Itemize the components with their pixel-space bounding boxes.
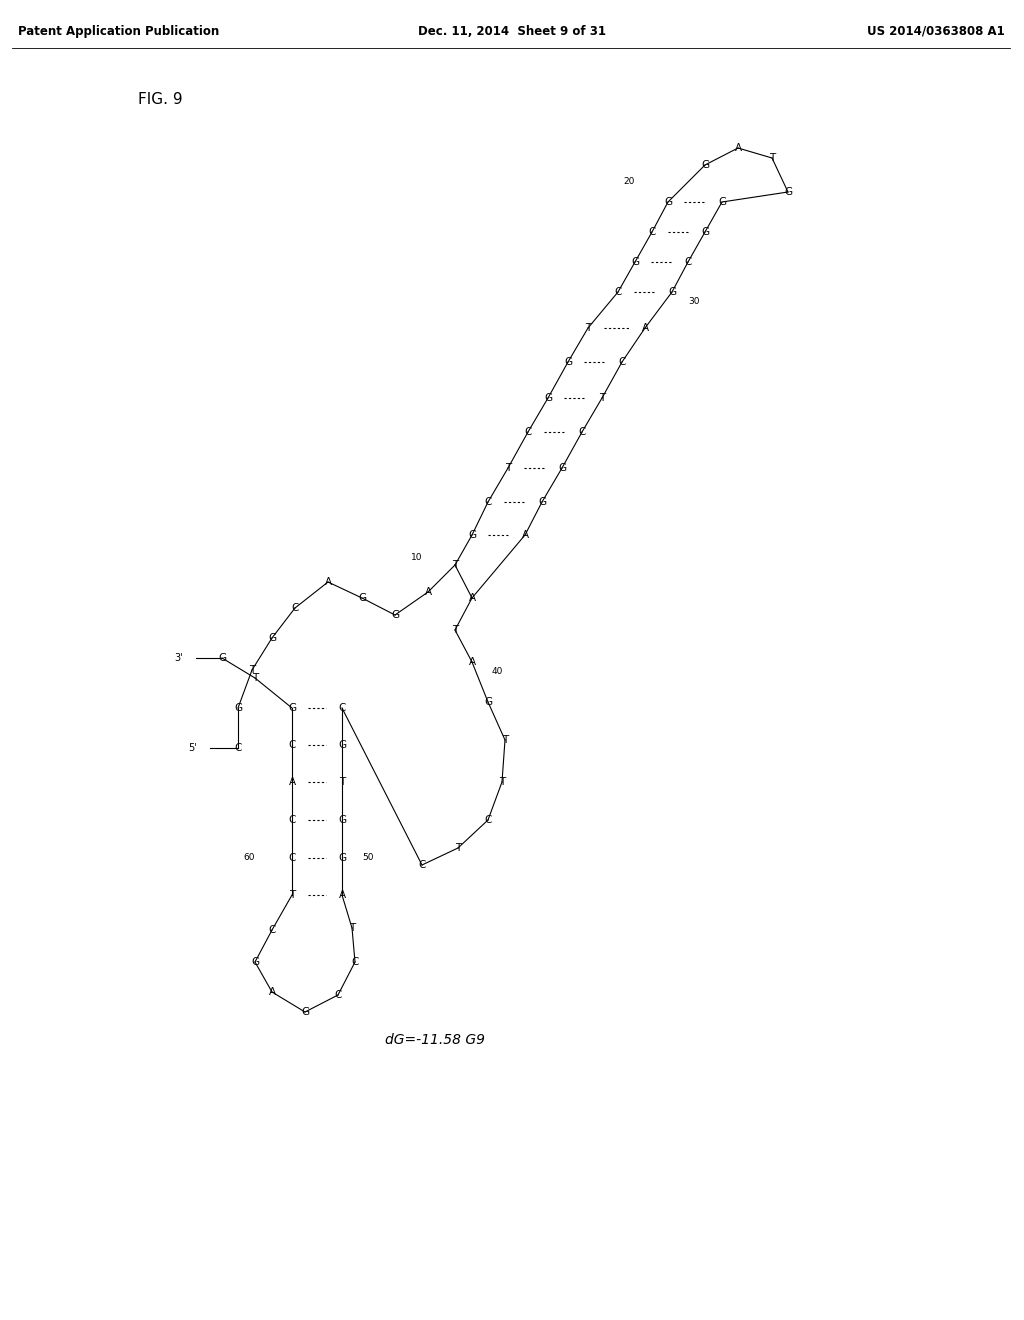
- Text: T: T: [339, 777, 345, 787]
- Text: C: C: [289, 741, 296, 750]
- Text: 50: 50: [362, 854, 374, 862]
- Text: A: A: [325, 577, 332, 587]
- Text: T: T: [505, 463, 511, 473]
- Text: C: C: [289, 853, 296, 863]
- Text: C: C: [614, 286, 622, 297]
- Text: G: G: [338, 741, 346, 750]
- Text: G: G: [538, 498, 546, 507]
- Text: T: T: [769, 153, 775, 162]
- Text: G: G: [288, 704, 296, 713]
- Text: G: G: [784, 187, 792, 197]
- Text: C: C: [648, 227, 655, 238]
- Text: T: T: [252, 673, 258, 682]
- Text: Dec. 11, 2014  Sheet 9 of 31: Dec. 11, 2014 Sheet 9 of 31: [418, 25, 606, 38]
- Text: G: G: [718, 197, 726, 207]
- Text: C: C: [291, 603, 299, 612]
- Text: T: T: [249, 665, 255, 675]
- Text: C: C: [618, 356, 626, 367]
- Text: dG=-11.58 G9: dG=-11.58 G9: [385, 1034, 485, 1047]
- Text: C: C: [484, 814, 492, 825]
- Text: G: G: [233, 704, 242, 713]
- Text: C: C: [684, 257, 691, 267]
- Text: C: C: [419, 861, 426, 870]
- Text: US 2014/0363808 A1: US 2014/0363808 A1: [867, 25, 1005, 38]
- Text: G: G: [251, 957, 259, 968]
- Text: T: T: [452, 560, 458, 570]
- Text: T: T: [455, 843, 461, 853]
- Text: FIG. 9: FIG. 9: [138, 92, 182, 107]
- Text: C: C: [579, 426, 586, 437]
- Text: G: G: [338, 853, 346, 863]
- Text: 10: 10: [411, 553, 422, 562]
- Text: 20: 20: [624, 177, 635, 186]
- Text: A: A: [641, 323, 648, 333]
- Text: 5': 5': [188, 743, 197, 752]
- Text: C: C: [268, 925, 275, 935]
- Text: G: G: [558, 463, 566, 473]
- Text: C: C: [338, 704, 346, 713]
- Text: C: C: [351, 957, 358, 968]
- Text: A: A: [424, 587, 431, 597]
- Text: T: T: [289, 890, 295, 900]
- Text: A: A: [339, 890, 345, 900]
- Text: G: G: [564, 356, 572, 367]
- Text: G: G: [391, 610, 399, 620]
- Text: 30: 30: [688, 297, 699, 306]
- Text: G: G: [668, 286, 676, 297]
- Text: T: T: [599, 393, 605, 403]
- Text: G: G: [301, 1007, 309, 1016]
- Text: G: G: [484, 697, 493, 708]
- Text: G: G: [358, 593, 366, 603]
- Text: C: C: [484, 498, 492, 507]
- Text: C: C: [524, 426, 531, 437]
- Text: A: A: [468, 657, 475, 667]
- Text: G: G: [338, 814, 346, 825]
- Text: T: T: [502, 735, 508, 744]
- Text: Patent Application Publication: Patent Application Publication: [18, 25, 219, 38]
- Text: G: G: [631, 257, 639, 267]
- Text: A: A: [734, 143, 741, 153]
- Text: A: A: [468, 593, 475, 603]
- Text: G: G: [268, 634, 276, 643]
- Text: T: T: [452, 624, 458, 635]
- Text: T: T: [499, 777, 505, 787]
- Text: C: C: [334, 990, 342, 1001]
- Text: C: C: [234, 743, 242, 752]
- Text: A: A: [521, 531, 528, 540]
- Text: 3': 3': [174, 653, 183, 663]
- Text: 60: 60: [244, 854, 255, 862]
- Text: G: G: [664, 197, 672, 207]
- Text: G: G: [468, 531, 476, 540]
- Text: G: G: [544, 393, 552, 403]
- Text: T: T: [585, 323, 591, 333]
- Text: G: G: [701, 227, 709, 238]
- Text: A: A: [268, 987, 275, 997]
- Text: G: G: [701, 160, 709, 170]
- Text: 40: 40: [492, 668, 504, 676]
- Text: G: G: [218, 653, 226, 663]
- Text: T: T: [349, 923, 355, 933]
- Text: C: C: [289, 814, 296, 825]
- Text: A: A: [289, 777, 296, 787]
